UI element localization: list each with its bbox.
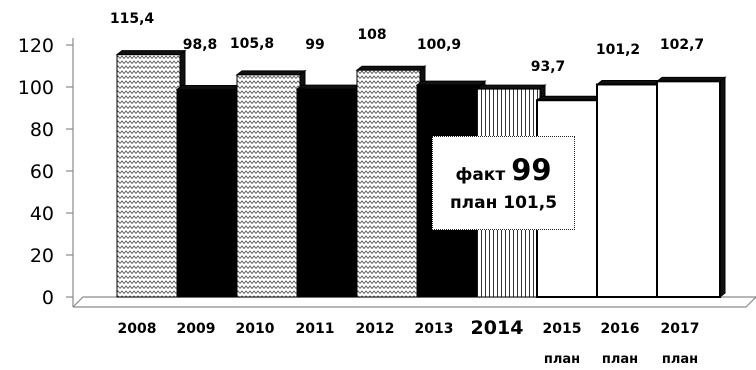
bars-layer — [115, 49, 727, 299]
data-label-2012: 108 — [357, 27, 386, 43]
y-tick-label: 40 — [30, 203, 54, 225]
data-label-2010: 105,8 — [230, 36, 274, 52]
y-tick-label: 100 — [18, 77, 54, 99]
bar-top-face — [415, 80, 487, 86]
x-tick-label-2013: 2013 — [415, 321, 454, 337]
floor-back-edge — [72, 296, 756, 308]
y-tick-label: 0 — [42, 287, 54, 309]
x-sublabel-2015: план — [544, 352, 580, 367]
bar-2011 — [295, 84, 367, 299]
bar-front-face — [176, 89, 241, 298]
bar-2016 — [595, 79, 667, 299]
y-tick-label: 120 — [18, 35, 54, 57]
y-tick-label: 80 — [30, 119, 54, 141]
data-label-2015: 93,7 — [531, 59, 566, 75]
bar-top-face — [235, 70, 307, 76]
bar-top-face — [115, 50, 187, 56]
y-tick-label: 60 — [30, 161, 54, 183]
bar-2010 — [235, 69, 307, 299]
x-tick-label-2012: 2012 — [356, 321, 395, 337]
axis-layer: 0 20 40 60 80 100 120 — [18, 35, 756, 309]
x-tick-label-2017: 2017 — [661, 321, 700, 337]
x-tick-label-2011: 2011 — [296, 321, 335, 337]
x-tick-label-2014: 2014 — [471, 317, 524, 339]
bar-top-face — [355, 65, 427, 71]
x-tick-label-2008: 2008 — [118, 321, 157, 337]
bar-front-face — [296, 88, 361, 298]
x-sublabel-2017: план — [662, 352, 698, 367]
floor-right-edge — [745, 296, 756, 308]
data-label-2016: 101,2 — [596, 42, 640, 58]
fact-row: факт 99 — [455, 153, 551, 187]
bar-top-face — [475, 84, 547, 90]
fact-value: 99 — [511, 153, 552, 187]
fact-plan-callout: факт 99 план 101,5 — [432, 136, 575, 230]
x-sublabel-2016: план — [602, 352, 638, 367]
bar-front-face — [356, 69, 421, 298]
bar-front-face — [596, 83, 661, 299]
x-tick-label-2010: 2010 — [236, 321, 275, 337]
bar-2017 — [655, 76, 727, 299]
data-label-2009: 98,8 — [183, 37, 218, 53]
bar-front-face — [656, 80, 721, 298]
bar-2008 — [115, 49, 187, 299]
data-label-2008: 115,4 — [110, 11, 155, 27]
data-label-2017: 102,7 — [660, 37, 704, 53]
bar-top-face — [295, 84, 367, 90]
bar-front-face — [236, 74, 301, 298]
data-label-2013: 100,9 — [417, 37, 461, 53]
bar-top-face — [175, 85, 247, 91]
bar-front-face — [116, 54, 181, 298]
plan-text: план 101,5 — [449, 193, 558, 213]
x-tick-label-2015: 2015 — [543, 321, 582, 337]
y-tick-label: 20 — [30, 245, 54, 267]
data-label-2011: 99 — [305, 37, 324, 53]
x-tick-label-2009: 2009 — [177, 321, 216, 337]
x-tick-label-2016: 2016 — [601, 321, 640, 337]
bar-2009 — [175, 84, 247, 299]
bar-2012 — [355, 65, 427, 299]
labels-layer: 115,4 98,8 105,8 99 108 100,9 93,7 101,2 102,7 20… — [110, 11, 704, 367]
fact-label: факт — [455, 165, 506, 185]
